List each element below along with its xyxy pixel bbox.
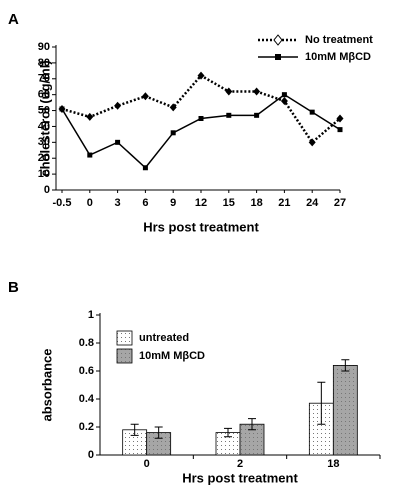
panel-label: B [8,279,19,296]
panel-label: A [8,11,19,28]
legend-marker [275,54,281,60]
bar [332,364,358,456]
y-tick-label: 30 [38,136,50,148]
y-tick-label: 0.2 [79,421,94,433]
y-tick-label: 1 [88,309,94,321]
x-tick-label: 24 [306,197,319,209]
data-point [86,112,94,121]
data-point [198,116,204,121]
series-line [61,93,341,169]
error-bar [130,423,139,436]
legend-label: 10mM MβCD [139,350,205,362]
y-tick-label: 70 [38,73,50,85]
legend-swatch [116,348,133,364]
x-tick-label: 2 [237,458,243,470]
x-tick-label: 27 [334,197,346,209]
data-point [253,87,261,96]
legend-swatch [116,330,133,346]
x-tick-label: 0 [87,197,93,209]
x-tick-label: 0 [144,458,150,470]
y-tick-label: 20 [38,152,50,164]
data-point [115,139,121,145]
y-tick-label: 50 [38,104,50,116]
y-tick-label: 0 [88,449,94,461]
x-tick-label: 15 [223,197,235,209]
y-tick-label: 90 [38,41,50,53]
data-point [225,87,233,96]
data-point [226,112,232,118]
error-bar [248,418,256,431]
data-point [280,97,288,106]
error-bar [341,359,350,372]
x-tick-label: 12 [195,197,207,209]
x-tick-label: 21 [278,197,290,209]
y-tick-label: 0.4 [79,393,95,405]
data-point [281,92,287,98]
data-point [169,103,177,112]
y-tick-label: 0 [44,184,50,196]
y-tick-label: 0.6 [79,365,94,377]
data-point [336,114,344,123]
x-tick-label: 6 [142,197,148,209]
y-tick-label: 80 [38,57,50,69]
series-line [61,74,341,145]
x-tick-label: 9 [170,197,176,209]
data-point [254,112,260,118]
error-bar [154,426,163,439]
y-tick-label: 0.8 [79,337,94,349]
x-axis-title: Hrs post treatment [182,470,298,485]
data-point [170,130,176,136]
y-tick-label: 10 [38,168,50,180]
data-point [337,127,343,133]
x-tick-label: 3 [115,197,121,209]
data-point [59,106,65,112]
legend-label: 10mM MβCD [305,51,371,63]
data-point [114,101,122,110]
legend-label: untreated [139,332,189,344]
x-tick-label: -0.5 [53,197,72,209]
legend-marker [273,34,283,46]
data-point [87,152,93,158]
y-axis-title: cholesterol (ug/ml) [37,60,52,176]
error-bar [317,381,326,425]
y-tick-label: 40 [38,120,50,132]
x-tick-label: 18 [250,197,262,209]
data-point [308,138,316,147]
legend-label: No treatment [305,34,373,46]
y-axis-title: absorbance [39,349,54,422]
data-point [197,71,205,80]
y-tick-label: 60 [38,89,50,101]
data-point [309,109,315,115]
data-point [141,92,149,101]
data-point [142,165,148,171]
error-bar [224,427,232,438]
x-tick-label: 18 [327,458,339,470]
x-axis-title: Hrs post treatment [143,219,259,234]
